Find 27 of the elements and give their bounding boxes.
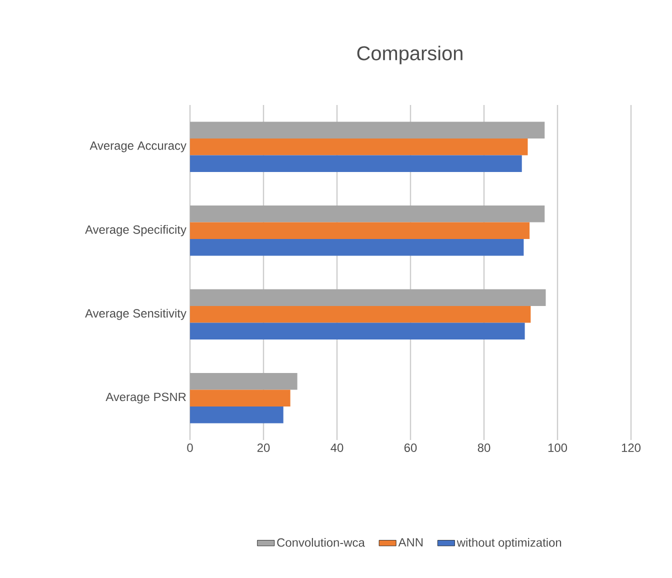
bar (190, 222, 530, 240)
chart-title: Comparsion (357, 46, 462, 64)
bar (190, 406, 284, 424)
y-tick-label: Average Accuracy (90, 142, 186, 152)
y-tick-label: Average Specificity (85, 225, 186, 236)
x-tick-label: 80 (478, 444, 490, 452)
bar (190, 306, 531, 323)
x-tick-label: 60 (404, 444, 417, 452)
bar (190, 155, 522, 172)
bar (190, 138, 528, 156)
legend-label: without optimization (456, 538, 562, 550)
bar (190, 239, 524, 256)
x-tick-label: 20 (257, 444, 270, 452)
bar (190, 289, 546, 306)
bar (190, 122, 545, 138)
y-tick-label: Average Sensitivity (85, 308, 186, 320)
x-tick-label: 120 (622, 444, 641, 452)
x-tick-label: 0 (187, 444, 193, 452)
bar (190, 322, 525, 340)
legend-label: Convolution-wca (277, 538, 365, 547)
x-tick-label: 100 (548, 444, 568, 452)
bar (190, 373, 298, 390)
bar (190, 390, 290, 407)
bar (190, 206, 545, 222)
y-tick-label: Average PSNR (106, 392, 186, 404)
legend-label: ANN (398, 538, 423, 546)
x-tick-label: 40 (330, 444, 344, 452)
